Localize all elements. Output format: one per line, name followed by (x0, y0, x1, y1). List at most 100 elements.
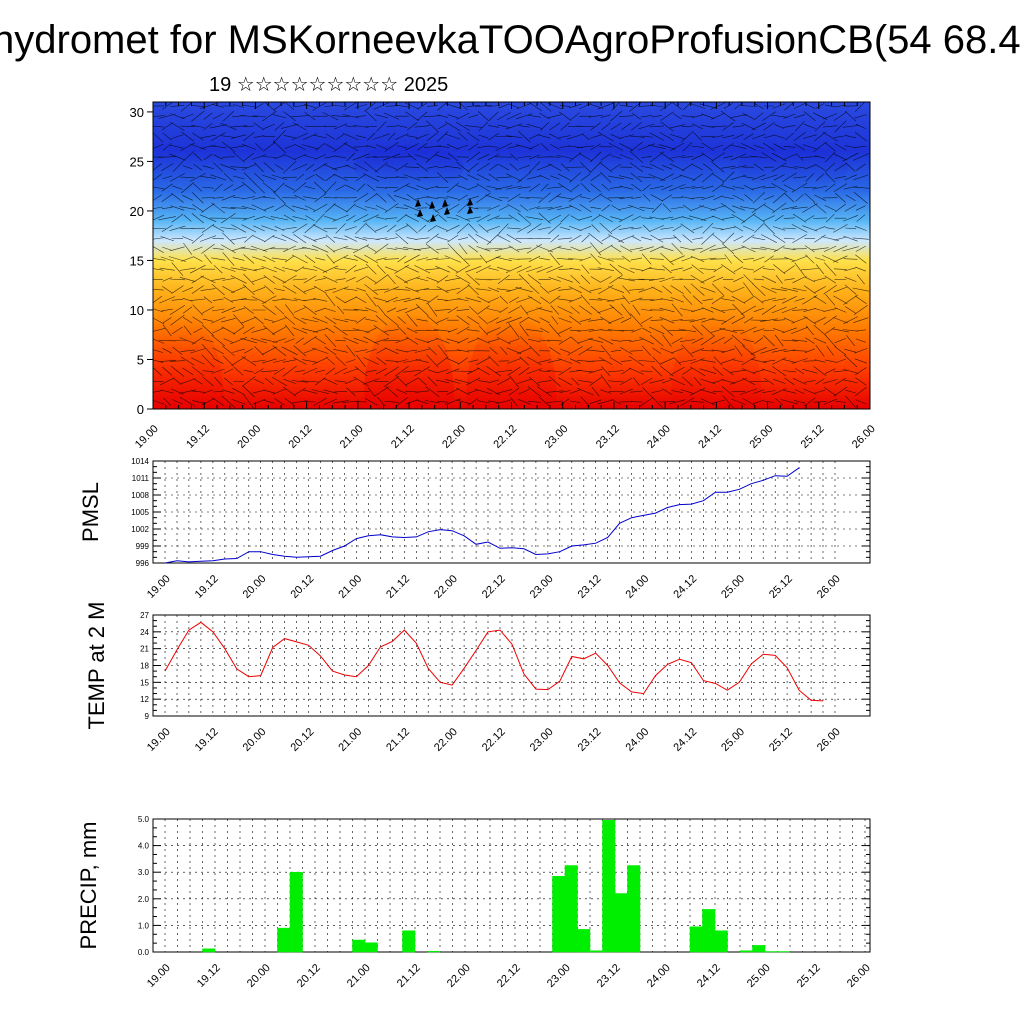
temp-xtick-label: 19.12 (193, 726, 221, 754)
precip-xtick-label: 23.12 (595, 962, 623, 990)
temp-ytick-label: 15 (140, 678, 149, 687)
temp-xtick-label: 26.00 (815, 726, 843, 754)
pmsl-xtick-label: 22.00 (432, 573, 460, 601)
precip-bar-18 (752, 945, 766, 953)
pmsl-xtick-label: 21.12 (384, 573, 412, 601)
wind-barb-7 (467, 206, 473, 214)
cs-xtick-label: 20.12 (287, 423, 315, 451)
precip-xtick-label: 25.00 (745, 962, 773, 990)
temp-ytick-label: 12 (140, 695, 149, 704)
precip-xtick-label: 24.00 (645, 962, 673, 990)
pmsl-ytick-label: 1005 (131, 508, 149, 517)
pmsl-xtick-label: 24.12 (671, 573, 699, 601)
precipitation-panel: 0.0 1.0 2.0 3.0 4.0 5.0 19.00 19.12 20.00 20.12 21… (76, 815, 873, 990)
precip-xtick-label: 20.00 (245, 962, 273, 990)
precip-bar-13 (627, 865, 641, 953)
precip-xtick-label: 26.00 (845, 962, 873, 990)
warm-core-2 (466, 314, 557, 409)
precip-xtick-label: 24.12 (695, 962, 723, 990)
temp-xtick-label: 23.12 (576, 726, 604, 754)
pmsl-ytick-label: 1014 (131, 457, 149, 466)
wind-vectors (153, 102, 870, 409)
precip-ytick-label: 3.0 (138, 868, 150, 877)
temperature-panel: 9 12 15 18 21 24 27 19.00 19.12 20.00 20.12 21.00 21… (84, 602, 871, 754)
precip-bar-14 (689, 926, 703, 953)
precip-frame (152, 818, 871, 953)
precip-ytick-label: 1.0 (138, 921, 150, 930)
cs-ytick-label: 20 (130, 204, 144, 219)
pmsl-xtick-label: 23.12 (576, 573, 604, 601)
precip-bar-1 (277, 927, 291, 953)
pmsl-xtick-label: 21.00 (336, 573, 364, 601)
precip-xtick-label: 25.12 (795, 962, 823, 990)
wind-barb-4 (417, 209, 423, 217)
cs-ytick-label: 0 (137, 402, 144, 417)
precip-grid (153, 818, 870, 953)
pmsl-ytick-label: 1011 (132, 474, 150, 483)
temp-xtick-label: 25.12 (767, 726, 795, 754)
pmsl-xtick-label: 19.12 (193, 573, 221, 601)
temp-ytick-label: 18 (140, 662, 149, 671)
pmsl-xtick-label: 20.00 (241, 573, 269, 601)
pmsl-xtick-label: 22.12 (480, 573, 508, 601)
pmsl-ytick-label: 1002 (131, 525, 149, 534)
pmsl-grid (153, 460, 870, 564)
precip-ytick-label: 5.0 (138, 815, 150, 824)
pmsl-xtick-label: 25.00 (719, 573, 747, 601)
precip-xtick-label: 23.00 (545, 962, 573, 990)
temp-ytick-label: 27 (140, 611, 149, 620)
pmsl-xtick-label: 24.00 (623, 573, 651, 601)
wind-barb-6 (444, 207, 450, 215)
wind-barb-0 (415, 199, 421, 207)
precip-bar-6 (427, 950, 441, 953)
cross-section-features (153, 145, 849, 409)
precip-bar-15 (702, 909, 716, 953)
pmsl-ylabel: PMSL (78, 482, 103, 542)
temp-xtick-label: 21.12 (384, 726, 412, 754)
precip-bar-0 (202, 948, 216, 953)
cs-xtick-label: 26.00 (850, 423, 878, 451)
temp-xtick-label: 23.00 (528, 726, 556, 754)
temp-xtick-label: 22.00 (432, 726, 460, 754)
cs-xtick-label: 24.00 (645, 423, 673, 451)
warm-core-3 (671, 314, 762, 409)
precip-xtick-label: 20.12 (295, 962, 323, 990)
precip-bar-4 (364, 942, 378, 953)
cs-ytick-label: 5 (137, 352, 144, 367)
pmsl-xtick-label: 25.12 (767, 573, 795, 601)
precip-bar-16 (714, 930, 728, 953)
cs-xtick-label: 21.00 (338, 423, 366, 451)
temp-xtick-label: 20.00 (241, 726, 269, 754)
cs-xtick-label: 19.12 (184, 423, 212, 451)
temp-ytick-label: 21 (140, 645, 149, 654)
cold-core-1 (738, 145, 849, 189)
pmsl-xtick-label: 20.12 (288, 573, 316, 601)
pmsl-xtick-label: 23.00 (528, 573, 556, 601)
precip-ytick-label: 0.0 (138, 948, 150, 957)
precip-bar-2 (289, 871, 303, 953)
precip-xtick-label: 22.00 (445, 962, 473, 990)
precip-xtick-label: 19.12 (195, 962, 223, 990)
precip-bar-8 (564, 865, 578, 953)
precip-bar-9 (577, 929, 591, 953)
warm-core-0 (153, 314, 224, 409)
temp-xtick-label: 25.00 (719, 726, 747, 754)
temp-xtick-label: 21.00 (336, 726, 364, 754)
precip-bar-3 (352, 939, 366, 953)
chart-subtitle: 19 ☆☆☆☆☆☆☆☆☆ 2025 (209, 74, 449, 96)
wind-barb-2 (442, 199, 448, 207)
precip-ytick-label: 2.0 (138, 895, 150, 904)
precip-xtick-label: 22.12 (495, 962, 523, 990)
precip-bar-20 (777, 951, 791, 953)
cs-xtick-label: 23.12 (594, 423, 622, 451)
pmsl-ytick-label: 999 (136, 542, 150, 551)
pmsl-ytick-label: 1008 (131, 491, 149, 500)
temp-xtick-label: 19.00 (145, 726, 173, 754)
precip-bar-11 (602, 820, 616, 953)
wind-barb-3 (467, 198, 473, 206)
temp-xtick-label: 24.12 (671, 726, 699, 754)
precip-bar-19 (764, 951, 778, 953)
cs-xtick-label: 25.00 (747, 423, 775, 451)
chart-title: hydromet for MSKorneevkaTOOAgroProfusion… (0, 18, 1021, 62)
